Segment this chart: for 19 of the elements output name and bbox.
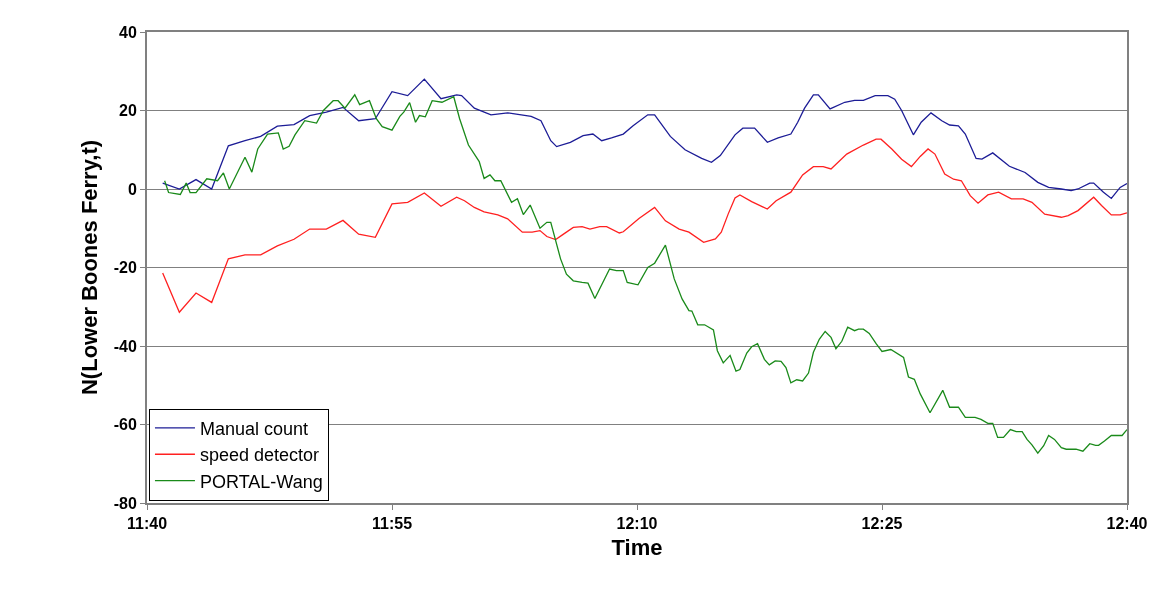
y-tick-label: 20: [119, 102, 137, 120]
line-series: [162, 138, 1127, 313]
line-series: [162, 78, 1127, 200]
y-tick-label: 40: [119, 23, 137, 41]
x-tick-label: 12:40: [1106, 515, 1148, 533]
y-tick-label: -40: [113, 337, 137, 355]
y-tick-label: -20: [113, 259, 137, 277]
legend-label: PORTAL-Wang: [199, 471, 323, 492]
y-tick-label: 0: [127, 180, 137, 198]
legend-label: speed detector: [199, 445, 320, 466]
x-axis-title: Time: [611, 534, 663, 560]
x-tick-label: 11:55: [371, 515, 413, 533]
y-tick-label: -60: [113, 416, 137, 434]
x-tick-label: 11:40: [126, 515, 168, 533]
x-tick-label: 12:25: [861, 515, 903, 533]
legend-label: Manual count: [199, 418, 309, 439]
x-tick-label: 12:10: [616, 515, 658, 533]
y-axis-title: N(Lower Boones Ferry,t): [76, 139, 102, 396]
y-tick-label: -80: [113, 494, 137, 512]
